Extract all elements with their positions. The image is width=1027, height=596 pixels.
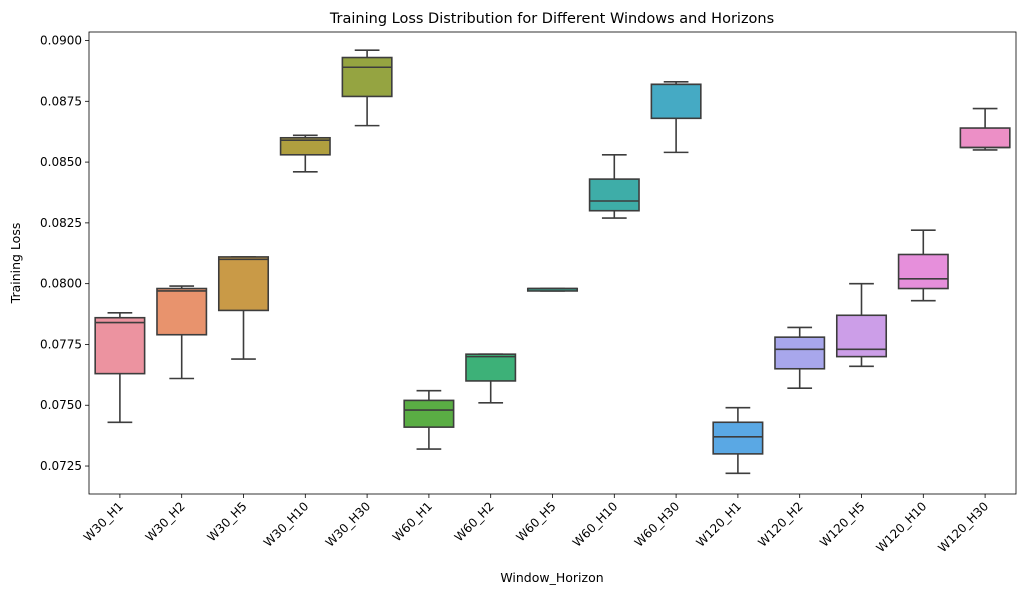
x-tick-label: W60_H5 [514,499,559,544]
box-W60_H5 [526,287,579,292]
y-tick-label: 0.0850 [40,155,82,169]
box-W30_H2 [156,285,208,380]
x-tick-label: W60_H1 [390,499,435,544]
y-axis-label: Training Loss [8,223,23,305]
x-tick-label: W30_H30 [323,499,374,550]
box-iqr [94,316,146,375]
box-W60_H30 [650,81,702,154]
box-iqr [650,83,702,120]
chart-title: Training Loss Distribution for Different… [329,11,774,27]
box-W30_H30 [341,49,393,127]
box-W120_H1 [712,406,764,475]
plot-frame [88,31,1017,495]
box-iqr [588,178,640,212]
box-W30_H5 [217,256,270,360]
y-tick-label: 0.0750 [40,398,82,412]
box-W60_H1 [403,389,455,450]
box-iqr [217,256,270,312]
box-iqr [403,399,455,428]
x-tick-label: W30_H2 [143,499,188,544]
y-tick-label: 0.0775 [40,337,82,351]
y-tick-label: 0.0725 [40,459,82,473]
y-axis: 0.0725 0.0750 0.0775 0.0800 0.0825 0.0850 0.08… [40,34,89,473]
box-W60_H2 [465,353,517,404]
box-iqr [712,421,764,455]
y-tick-label: 0.0800 [40,277,82,291]
box-W30_H10 [279,134,331,173]
x-tick-label: W30_H1 [81,499,126,544]
box-iqr [774,336,826,370]
x-axis: W30_H1 W30_H2 W30_H5 W30_H10 W30_H30 W60_H1 W6… [81,494,991,555]
box-W60_H10 [588,153,640,219]
box-iqr [959,127,1011,149]
box-iqr [156,287,208,336]
box-iqr [897,253,949,290]
boxes-layer [94,49,1011,475]
x-tick-label: W30_H10 [261,499,312,550]
x-tick-label: W60_H10 [570,499,621,550]
x-tick-label: W60_H30 [632,499,683,550]
box-W30_H1 [94,312,146,424]
box-iqr [465,353,517,382]
x-tick-label: W120_H30 [935,499,991,555]
x-tick-label: W120_H5 [817,499,868,550]
y-tick-label: 0.0825 [40,216,82,230]
box-W120_H2 [774,326,826,390]
x-tick-label: W120_H2 [755,499,806,550]
x-axis-label: Window_Horizon [500,570,603,585]
x-tick-label: W60_H2 [452,499,497,544]
box-iqr [341,56,393,98]
box-W120_H5 [835,282,888,368]
x-tick-label: W30_H5 [205,499,250,544]
box-iqr [835,314,888,358]
y-tick-label: 0.0875 [40,94,82,108]
y-tick-label: 0.0900 [40,34,82,48]
box-iqr [279,136,331,156]
x-tick-label: W120_H1 [694,499,745,550]
x-tick-label: W120_H10 [874,499,930,555]
box-W120_H30 [959,107,1011,151]
box-W120_H10 [897,229,949,302]
